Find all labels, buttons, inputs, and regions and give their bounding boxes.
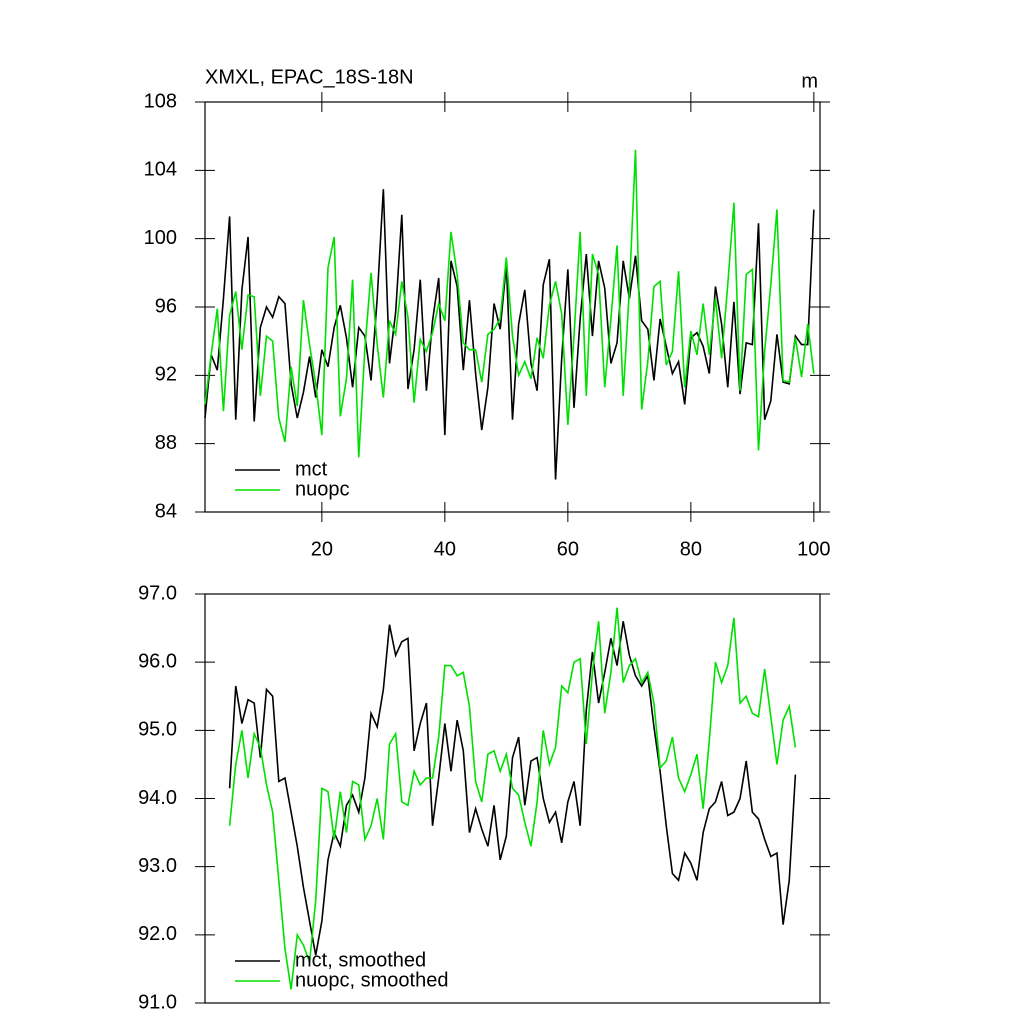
y-tick-label: 97.0	[138, 582, 177, 604]
y-tick-label: 95.0	[138, 719, 177, 741]
series-line	[228, 607, 797, 990]
x-tick-label: 100	[797, 538, 830, 560]
x-tick-label: 80	[680, 538, 702, 560]
plot-frame	[204, 101, 821, 513]
x-tick-label: 60	[557, 538, 579, 560]
y-tick-label: 84	[155, 500, 177, 522]
y-tick-label: 96	[155, 295, 177, 317]
y-tick-label: 108	[144, 90, 177, 112]
series-line	[228, 621, 797, 956]
legend-label: nuopc	[295, 478, 350, 500]
x-tick-label: 40	[434, 538, 456, 560]
y-tick-label: 91.0	[138, 991, 177, 1013]
legend-label: nuopc, smoothed	[295, 969, 448, 991]
y-tick-label: 94.0	[138, 787, 177, 809]
y-tick-label: 88	[155, 432, 177, 454]
y-tick-label: 92.0	[138, 923, 177, 945]
series-line	[204, 189, 815, 480]
series-line	[204, 149, 815, 458]
y-tick-label: 104	[144, 159, 177, 181]
y-tick-label: 100	[144, 227, 177, 249]
legend-label: mct, smoothed	[295, 949, 426, 971]
y-tick-label: 92	[155, 364, 177, 386]
y-tick-label: 96.0	[138, 650, 177, 672]
x-tick-label: 20	[311, 538, 333, 560]
y-tick-label: 93.0	[138, 855, 177, 877]
units-label: m	[801, 70, 818, 92]
legend-label: mct	[295, 458, 328, 480]
chart-title: XMXL, EPAC_18S-18N	[205, 66, 414, 88]
